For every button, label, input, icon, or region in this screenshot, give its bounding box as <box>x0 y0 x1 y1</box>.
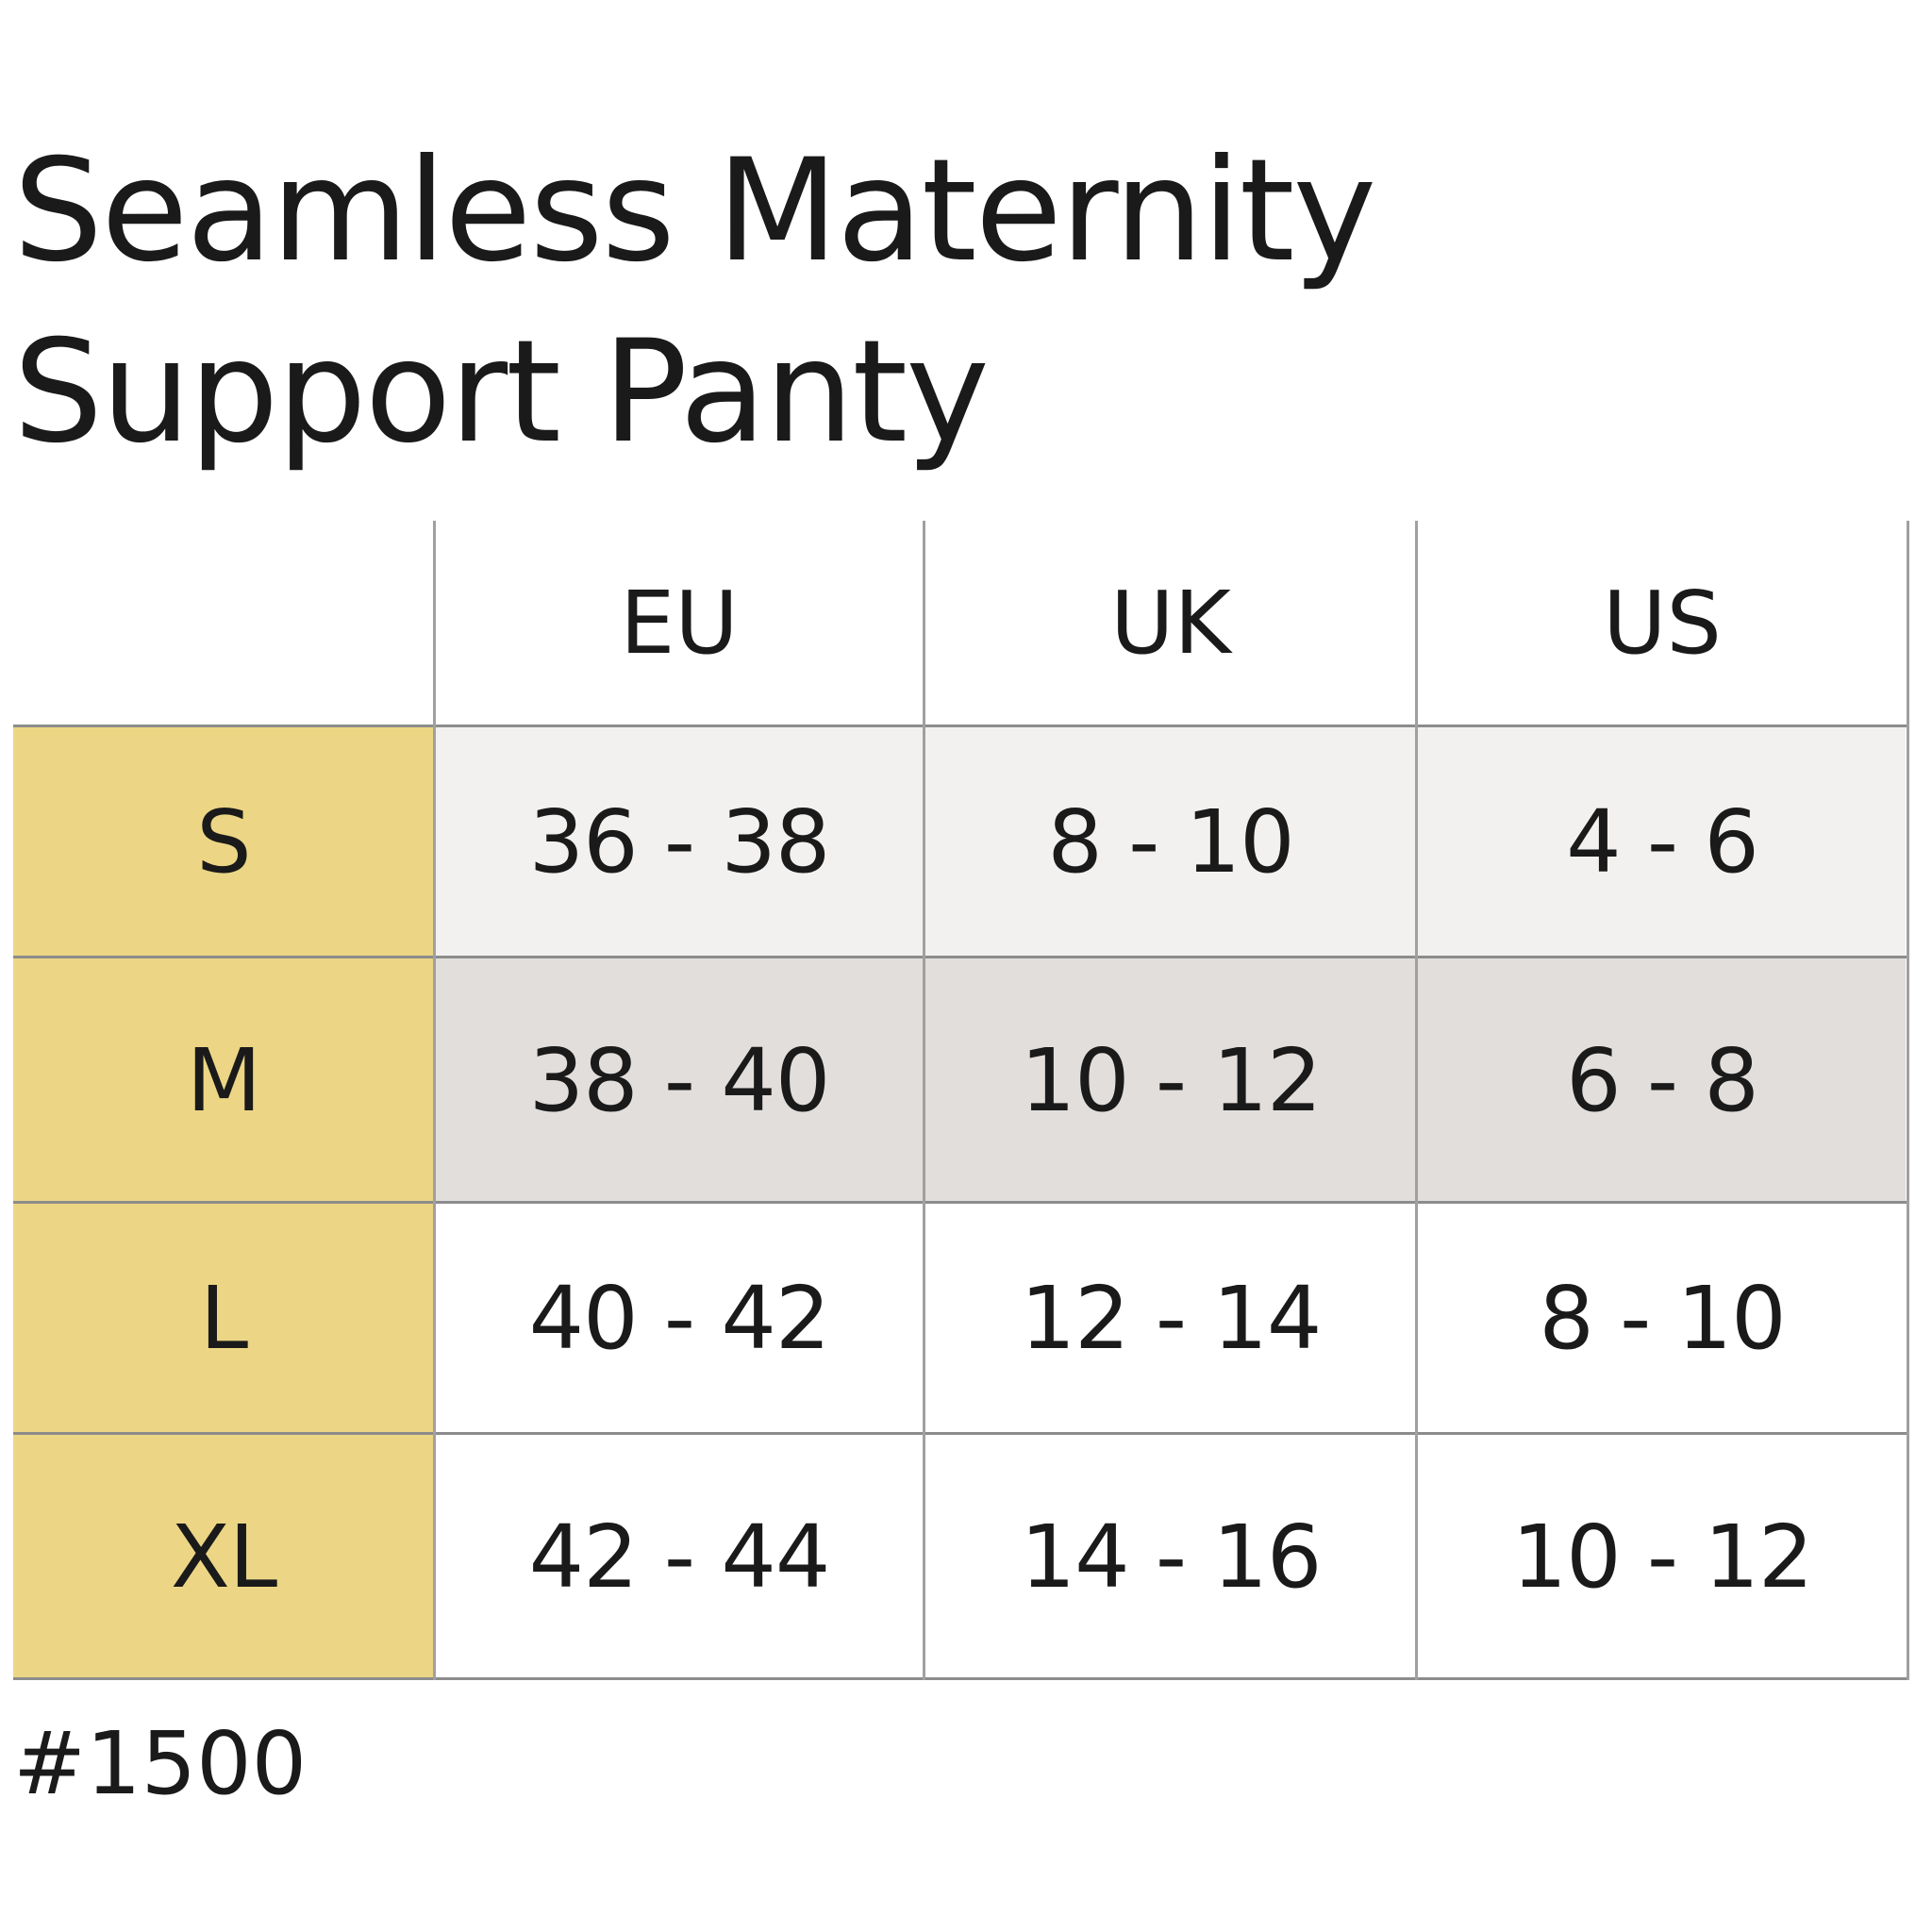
cell-xl-uk: 14 - 16 <box>1020 1506 1323 1607</box>
grid-line-col-2 <box>923 521 925 1680</box>
size-label-l: L <box>199 1268 248 1369</box>
grid-line-bottom <box>13 1677 1907 1680</box>
size-label-xl: XL <box>170 1506 277 1607</box>
row-background-xl <box>434 1434 1906 1679</box>
product-code: #1500 <box>13 1713 308 1814</box>
grid-line-col-1 <box>433 521 436 1680</box>
title-line-1: Seamless Maternity <box>13 129 1376 293</box>
column-header-us: US <box>1603 572 1722 674</box>
row-background-m <box>434 958 1906 1203</box>
row-background-s <box>434 726 1906 958</box>
cell-xl-eu: 42 - 44 <box>528 1506 831 1607</box>
cell-s-us: 4 - 6 <box>1566 791 1759 892</box>
row-background-l <box>434 1203 1906 1434</box>
grid-line-top-of-xl <box>13 1432 1907 1435</box>
size-label-s: S <box>196 791 251 892</box>
cell-xl-us: 10 - 12 <box>1511 1506 1814 1607</box>
cell-l-uk: 12 - 14 <box>1020 1268 1323 1369</box>
title-line-2: Support Panty <box>13 310 990 475</box>
cell-l-eu: 40 - 42 <box>528 1268 831 1369</box>
grid-line-col-4 <box>1907 521 1909 1680</box>
grid-line-top-of-m <box>13 956 1907 958</box>
grid-line-col-3 <box>1415 521 1418 1680</box>
cell-m-us: 6 - 8 <box>1566 1029 1759 1131</box>
cell-m-uk: 10 - 12 <box>1020 1029 1323 1131</box>
column-header-uk: UK <box>1110 572 1231 674</box>
size-label-m: M <box>186 1029 261 1131</box>
cell-l-us: 8 - 10 <box>1539 1268 1786 1369</box>
column-header-eu: EU <box>620 572 739 674</box>
page-title: Seamless Maternity Support Panty <box>13 121 1376 483</box>
grid-line-top-of-s <box>13 724 1907 727</box>
cell-m-eu: 38 - 40 <box>528 1029 831 1131</box>
cell-s-uk: 8 - 10 <box>1047 791 1294 892</box>
grid-line-top-of-l <box>13 1201 1907 1204</box>
cell-s-eu: 36 - 38 <box>528 791 831 892</box>
